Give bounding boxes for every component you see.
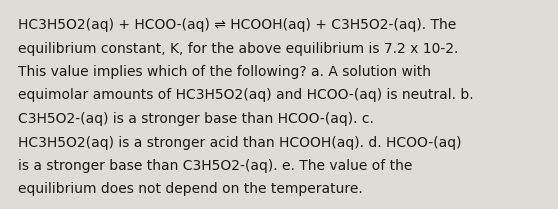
Text: This value implies which of the following? a. A solution with: This value implies which of the followin… xyxy=(18,65,431,79)
Text: HC3H5O2(aq) + HCOO-(aq) ⇌ HCOOH(aq) + C3H5O2-(aq). The: HC3H5O2(aq) + HCOO-(aq) ⇌ HCOOH(aq) + C3… xyxy=(18,18,456,32)
Text: is a stronger base than C3H5O2-(aq). e. The value of the: is a stronger base than C3H5O2-(aq). e. … xyxy=(18,159,412,173)
Text: equilibrium constant, K, for the above equilibrium is 7.2 x 10-2.: equilibrium constant, K, for the above e… xyxy=(18,42,458,56)
Text: equilibrium does not depend on the temperature.: equilibrium does not depend on the tempe… xyxy=(18,182,363,196)
Text: equimolar amounts of HC3H5O2(aq) and HCOO-(aq) is neutral. b.: equimolar amounts of HC3H5O2(aq) and HCO… xyxy=(18,88,474,102)
Text: C3H5O2-(aq) is a stronger base than HCOO-(aq). c.: C3H5O2-(aq) is a stronger base than HCOO… xyxy=(18,112,374,126)
Text: HC3H5O2(aq) is a stronger acid than HCOOH(aq). d. HCOO-(aq): HC3H5O2(aq) is a stronger acid than HCOO… xyxy=(18,135,461,149)
